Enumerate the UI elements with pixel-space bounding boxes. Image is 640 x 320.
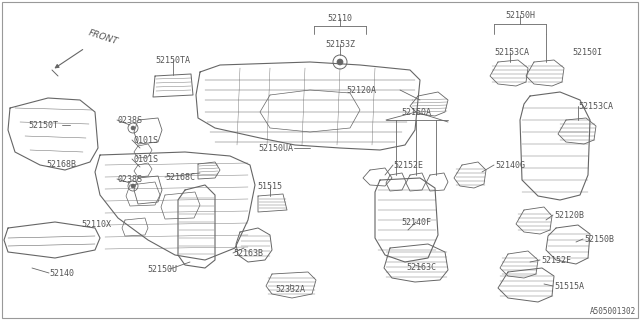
- Text: 0238S: 0238S: [118, 175, 143, 184]
- Text: 52150B: 52150B: [584, 235, 614, 244]
- Text: A505001302: A505001302: [589, 307, 636, 316]
- Text: 52150TA: 52150TA: [156, 56, 191, 65]
- Text: 51515A: 51515A: [554, 282, 584, 291]
- Text: 52152E: 52152E: [393, 161, 423, 170]
- Text: 52110: 52110: [328, 14, 353, 23]
- Text: 52120A: 52120A: [346, 86, 376, 95]
- Text: 0101S: 0101S: [133, 155, 158, 164]
- Text: 52332A: 52332A: [275, 285, 305, 294]
- Circle shape: [131, 184, 135, 188]
- Text: 52152F: 52152F: [541, 256, 571, 265]
- Text: 52163B: 52163B: [233, 249, 263, 258]
- Text: 52153Z: 52153Z: [325, 40, 355, 49]
- Text: 52140: 52140: [49, 269, 74, 278]
- Text: 52150U: 52150U: [147, 265, 177, 274]
- Circle shape: [131, 126, 135, 130]
- Text: 52168B: 52168B: [46, 160, 76, 169]
- Text: 52168C: 52168C: [165, 173, 195, 182]
- Text: 52150H: 52150H: [505, 11, 535, 20]
- Text: 52120B: 52120B: [554, 211, 584, 220]
- Text: FRONT: FRONT: [87, 28, 119, 46]
- Text: 52140F: 52140F: [401, 218, 431, 227]
- Text: 52150I: 52150I: [572, 48, 602, 57]
- Text: 52163C: 52163C: [406, 263, 436, 272]
- Text: 52150T: 52150T: [28, 121, 58, 130]
- Text: 52150UA: 52150UA: [258, 144, 293, 153]
- Text: 52150A: 52150A: [401, 108, 431, 117]
- Circle shape: [337, 59, 343, 65]
- Text: 52153CA: 52153CA: [494, 48, 529, 57]
- Text: 51515: 51515: [257, 182, 282, 191]
- Text: 52153CA: 52153CA: [578, 102, 613, 111]
- Text: 0238S: 0238S: [118, 116, 143, 125]
- Text: 0101S: 0101S: [133, 136, 158, 145]
- Text: 52140G: 52140G: [495, 161, 525, 170]
- Text: 52110X: 52110X: [81, 220, 111, 229]
